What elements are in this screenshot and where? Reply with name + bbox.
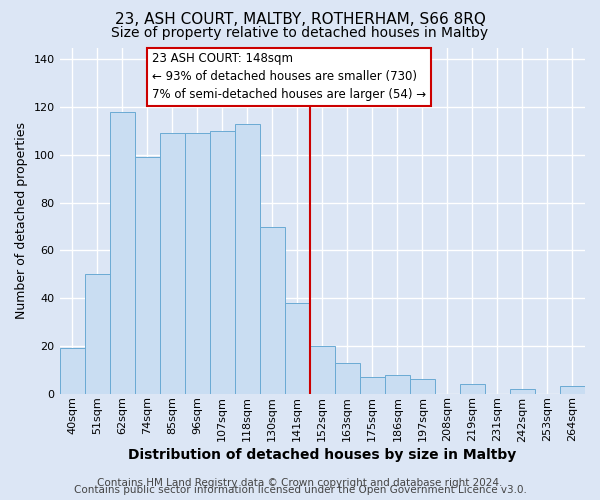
Bar — [110, 112, 134, 394]
Bar — [560, 386, 585, 394]
Text: 23, ASH COURT, MALTBY, ROTHERHAM, S66 8RQ: 23, ASH COURT, MALTBY, ROTHERHAM, S66 8R… — [115, 12, 485, 28]
Bar — [59, 348, 85, 394]
Bar — [160, 134, 185, 394]
Bar — [385, 374, 410, 394]
Bar — [510, 389, 535, 394]
Bar — [460, 384, 485, 394]
Bar — [360, 377, 385, 394]
Bar — [260, 226, 285, 394]
Y-axis label: Number of detached properties: Number of detached properties — [15, 122, 28, 319]
Text: Size of property relative to detached houses in Maltby: Size of property relative to detached ho… — [112, 26, 488, 40]
Text: 23 ASH COURT: 148sqm
← 93% of detached houses are smaller (730)
7% of semi-detac: 23 ASH COURT: 148sqm ← 93% of detached h… — [152, 52, 426, 102]
Bar — [310, 346, 335, 394]
Bar — [185, 134, 209, 394]
Bar — [410, 380, 435, 394]
Bar — [134, 158, 160, 394]
Bar — [285, 303, 310, 394]
Bar — [85, 274, 110, 394]
X-axis label: Distribution of detached houses by size in Maltby: Distribution of detached houses by size … — [128, 448, 517, 462]
Bar — [209, 131, 235, 394]
Bar — [235, 124, 260, 394]
Text: Contains HM Land Registry data © Crown copyright and database right 2024.: Contains HM Land Registry data © Crown c… — [97, 478, 503, 488]
Text: Contains public sector information licensed under the Open Government Licence v3: Contains public sector information licen… — [74, 485, 526, 495]
Bar — [335, 362, 360, 394]
